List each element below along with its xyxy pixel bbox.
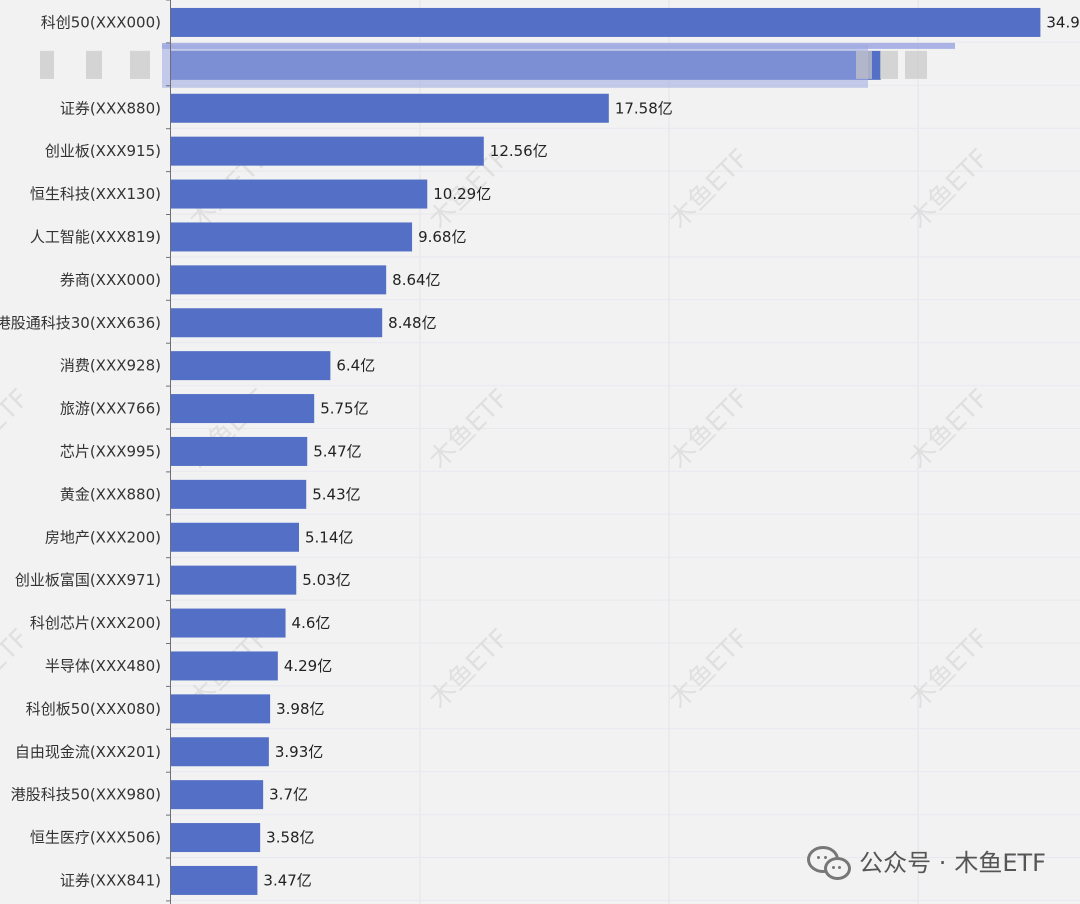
redaction-block [130, 50, 150, 79]
category-label: 黄金(XXX880) [60, 485, 161, 503]
redaction-overlay [162, 44, 868, 88]
watermark-text: 木鱼ETF [424, 624, 515, 715]
footer-credit: 公众号 · 木鱼ETF [807, 843, 1046, 880]
redaction-block [880, 50, 898, 79]
watermark-text: 木鱼ETF [0, 384, 35, 475]
value-label: 8.64亿 [392, 271, 440, 289]
category-label: 恒生医疗(XXX506) [30, 829, 161, 847]
watermark-text: 木鱼ETF [664, 384, 755, 475]
category-label: 自由现金流(XXX201) [15, 743, 161, 761]
category-label: 恒生科技(XXX130) [30, 185, 161, 203]
bar-2 [171, 93, 609, 123]
bar-13 [171, 565, 297, 595]
category-label: 科创板50(XXX080) [26, 700, 161, 718]
footer-brand: 木鱼ETF [954, 849, 1046, 877]
value-label: 4.6亿 [292, 614, 331, 632]
watermark-text: 木鱼ETF [904, 624, 995, 715]
bar-6 [171, 265, 387, 295]
bar-3 [171, 136, 484, 166]
category-label: 创业板富国(XXX971) [15, 571, 161, 589]
value-label: 5.47亿 [313, 442, 361, 460]
value-label: 3.93亿 [275, 743, 323, 761]
value-label: 4.29亿 [284, 657, 332, 675]
footer-prefix: 公众号 · [859, 849, 947, 877]
bar-7 [171, 308, 383, 338]
bar-8 [171, 351, 331, 381]
value-label: 5.14亿 [305, 528, 353, 546]
bar-16 [171, 694, 271, 724]
category-label: 证券(XXX841) [60, 871, 161, 889]
category-label: 券商(XXX000) [60, 271, 161, 289]
bar-15 [171, 651, 278, 681]
bar-17 [171, 737, 269, 767]
watermark-text: 木鱼ETF [904, 144, 995, 235]
category-label: 人工智能(XXX819) [30, 228, 161, 246]
value-label: 3.98亿 [276, 700, 324, 718]
redaction-strip [162, 42, 955, 49]
category-label: 科创50(XXX000) [41, 13, 161, 31]
bar-0 [171, 7, 1041, 37]
value-label: 5.75亿 [320, 400, 368, 418]
wechat-icon [807, 844, 852, 880]
bar-14 [171, 608, 286, 638]
value-label: 12.56亿 [490, 142, 548, 160]
watermark-text: 木鱼ETF [904, 384, 995, 475]
bar-11 [171, 479, 307, 509]
category-label: 科创芯片(XXX200) [30, 614, 161, 632]
value-label: 9.68亿 [418, 228, 466, 246]
bar-10 [171, 436, 308, 466]
redaction-block [905, 50, 927, 79]
value-label: 6.4亿 [336, 357, 375, 375]
value-label: 3.58亿 [266, 829, 314, 847]
bar-4 [171, 179, 428, 209]
bar-9 [171, 394, 315, 424]
bar-5 [171, 222, 413, 252]
value-label: 5.43亿 [312, 485, 360, 503]
category-label: 港股通科技30(XXX636) [0, 314, 161, 332]
redaction-block [856, 50, 872, 79]
category-label: 创业板(XXX915) [45, 142, 161, 160]
value-label: 8.48亿 [388, 314, 436, 332]
watermark-text: 木鱼ETF [664, 624, 755, 715]
category-label: 半导体(XXX480) [45, 657, 161, 675]
value-label: 3.47亿 [263, 871, 311, 889]
bar-12 [171, 522, 300, 552]
value-label: 5.03亿 [302, 571, 350, 589]
watermark-text: 木鱼ETF [424, 384, 515, 475]
bar-18 [171, 780, 264, 810]
watermark-text: 木鱼ETF [664, 144, 755, 235]
category-label: 证券(XXX880) [60, 99, 161, 117]
category-label: 旅游(XXX766) [60, 400, 161, 418]
redaction-block [40, 50, 54, 79]
value-label: 34.91亿 [1046, 13, 1080, 31]
category-label: 港股科技50(XXX980) [11, 786, 161, 804]
category-label: 房地产(XXX200) [45, 528, 161, 546]
category-label: 消费(XXX928) [60, 357, 161, 375]
value-label: 10.29亿 [433, 185, 491, 203]
bar-20 [171, 865, 258, 895]
value-label: 17.58亿 [615, 99, 673, 117]
category-label: 芯片(XXX995) [60, 442, 161, 460]
redaction-block [86, 50, 102, 79]
bar-19 [171, 823, 261, 853]
value-label: 3.7亿 [269, 786, 308, 804]
